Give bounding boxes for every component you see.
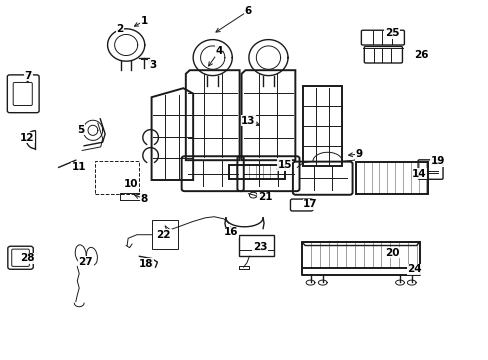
Text: 15: 15 [277,160,291,170]
Text: 17: 17 [303,199,317,210]
Text: 21: 21 [257,192,272,202]
Text: 27: 27 [78,257,93,267]
Bar [228,165,285,179]
Bar [151,220,178,249]
Text: 13: 13 [241,116,255,126]
Text: 8: 8 [141,194,147,204]
Bar [95,161,139,194]
Text: 4: 4 [215,46,223,56]
Bar [355,162,427,194]
Text: 9: 9 [355,149,362,159]
Bar [238,235,273,256]
Text: 5: 5 [77,125,84,135]
Text: 25: 25 [384,28,399,38]
Text: 7: 7 [24,71,32,81]
Text: 28: 28 [20,253,34,264]
Bar [302,242,419,268]
Text: 1: 1 [141,16,147,26]
Text: 26: 26 [413,50,428,60]
Text: 2: 2 [116,24,123,34]
Text: 6: 6 [244,6,251,16]
Text: 18: 18 [138,258,153,269]
Text: 19: 19 [429,156,444,166]
Text: 22: 22 [156,230,171,240]
Text: 24: 24 [407,264,421,274]
Text: 12: 12 [20,132,34,143]
Text: 3: 3 [149,60,156,70]
Text: 20: 20 [384,248,399,258]
Text: 16: 16 [223,227,238,237]
Text: 11: 11 [72,162,86,172]
Text: 10: 10 [123,179,138,189]
Text: 14: 14 [411,168,426,179]
Text: 23: 23 [252,242,267,252]
